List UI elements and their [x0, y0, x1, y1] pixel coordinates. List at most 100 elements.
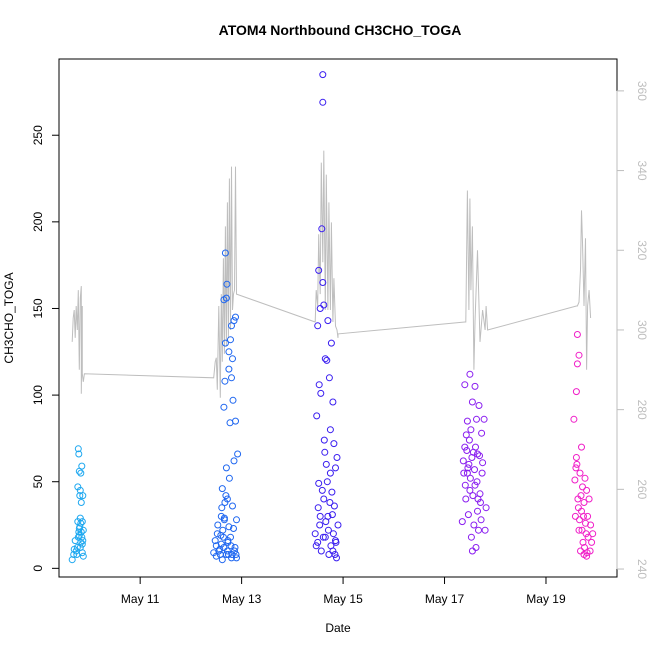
data-point — [315, 266, 323, 274]
data-point — [221, 339, 229, 347]
y-tick-label: 250 — [31, 125, 45, 145]
data-point — [320, 436, 328, 444]
data-point — [473, 415, 480, 423]
data-point — [315, 479, 323, 487]
data-point — [221, 377, 229, 385]
x-tick-label: May 11 — [121, 592, 160, 606]
data-point — [316, 521, 324, 529]
y2-tick-label: 340 — [635, 161, 649, 181]
data-point — [79, 537, 87, 545]
scatter-points — [68, 71, 597, 564]
data-point — [320, 495, 328, 503]
y-tick-label: 150 — [31, 298, 45, 318]
data-point — [317, 389, 325, 397]
data-point — [321, 448, 329, 456]
data-point — [221, 249, 229, 257]
data-point — [321, 533, 329, 541]
data-point — [480, 415, 488, 423]
data-point — [327, 542, 335, 550]
data-point — [211, 537, 219, 545]
data-point — [582, 530, 590, 538]
data-point — [471, 382, 479, 390]
data-point — [332, 538, 340, 546]
x-tick-label: May 17 — [425, 592, 465, 606]
data-point — [471, 481, 479, 489]
data-point — [230, 457, 238, 465]
data-point — [572, 388, 580, 396]
data-point — [324, 526, 332, 534]
chart-title: ATOM4 Northbound CH3CHO_TOGA — [219, 22, 462, 38]
data-point — [580, 499, 588, 506]
data-point — [322, 460, 330, 468]
data-point — [218, 485, 226, 493]
data-point — [79, 492, 87, 500]
data-point — [318, 225, 326, 233]
data-point — [315, 381, 323, 389]
secondary-line — [71, 150, 592, 398]
y2-tick-label: 280 — [635, 400, 649, 420]
y2-tick-label: 240 — [635, 559, 649, 579]
data-point — [464, 511, 472, 519]
data-point — [474, 450, 481, 458]
data-point — [470, 521, 478, 529]
data-point — [76, 492, 84, 500]
data-point — [319, 98, 327, 106]
data-point — [576, 516, 583, 524]
data-point — [462, 431, 470, 439]
data-point — [481, 526, 489, 534]
data-point — [477, 516, 485, 524]
data-point — [233, 516, 240, 524]
data-point — [223, 280, 231, 288]
data-point — [78, 549, 86, 557]
data-point — [580, 512, 587, 520]
data-point — [329, 530, 337, 538]
data-point — [333, 554, 340, 562]
data-point — [583, 549, 591, 557]
data-point — [314, 504, 322, 512]
data-point — [332, 464, 339, 472]
data-point — [575, 351, 583, 359]
data-point — [325, 374, 333, 382]
data-point — [224, 538, 232, 546]
data-point — [222, 464, 230, 472]
data-point — [79, 552, 87, 560]
data-point — [220, 544, 228, 551]
data-point — [229, 355, 236, 363]
data-point — [466, 474, 474, 482]
data-point — [463, 447, 471, 454]
data-point — [322, 518, 330, 526]
data-point — [469, 492, 477, 500]
data-point — [233, 554, 240, 562]
data-point — [333, 454, 341, 461]
data-point — [225, 365, 233, 373]
data-point — [77, 499, 85, 506]
data-point — [75, 450, 83, 458]
data-point — [228, 374, 235, 382]
data-point — [572, 454, 580, 461]
data-point — [475, 402, 483, 409]
data-point — [461, 481, 469, 489]
x-axis: May 11 May 13 May 15 May 17 May 19 — [121, 576, 566, 606]
data-point — [472, 544, 480, 551]
data-point — [570, 415, 578, 423]
data-point — [77, 538, 85, 546]
data-point — [234, 450, 242, 458]
data-point — [314, 322, 322, 330]
data-point — [571, 512, 579, 520]
data-point — [311, 530, 319, 538]
data-point — [70, 551, 78, 558]
data-point — [318, 486, 326, 494]
data-point — [327, 339, 335, 347]
data-point — [478, 469, 486, 477]
data-point — [474, 507, 481, 515]
data-point — [330, 440, 338, 448]
data-point — [573, 460, 581, 468]
data-point — [328, 488, 336, 496]
data-point — [228, 551, 236, 558]
data-point — [324, 317, 332, 325]
data-point — [573, 331, 581, 338]
data-point — [214, 521, 222, 529]
data-point — [574, 504, 582, 512]
data-point — [232, 551, 240, 558]
data-point — [467, 426, 475, 434]
